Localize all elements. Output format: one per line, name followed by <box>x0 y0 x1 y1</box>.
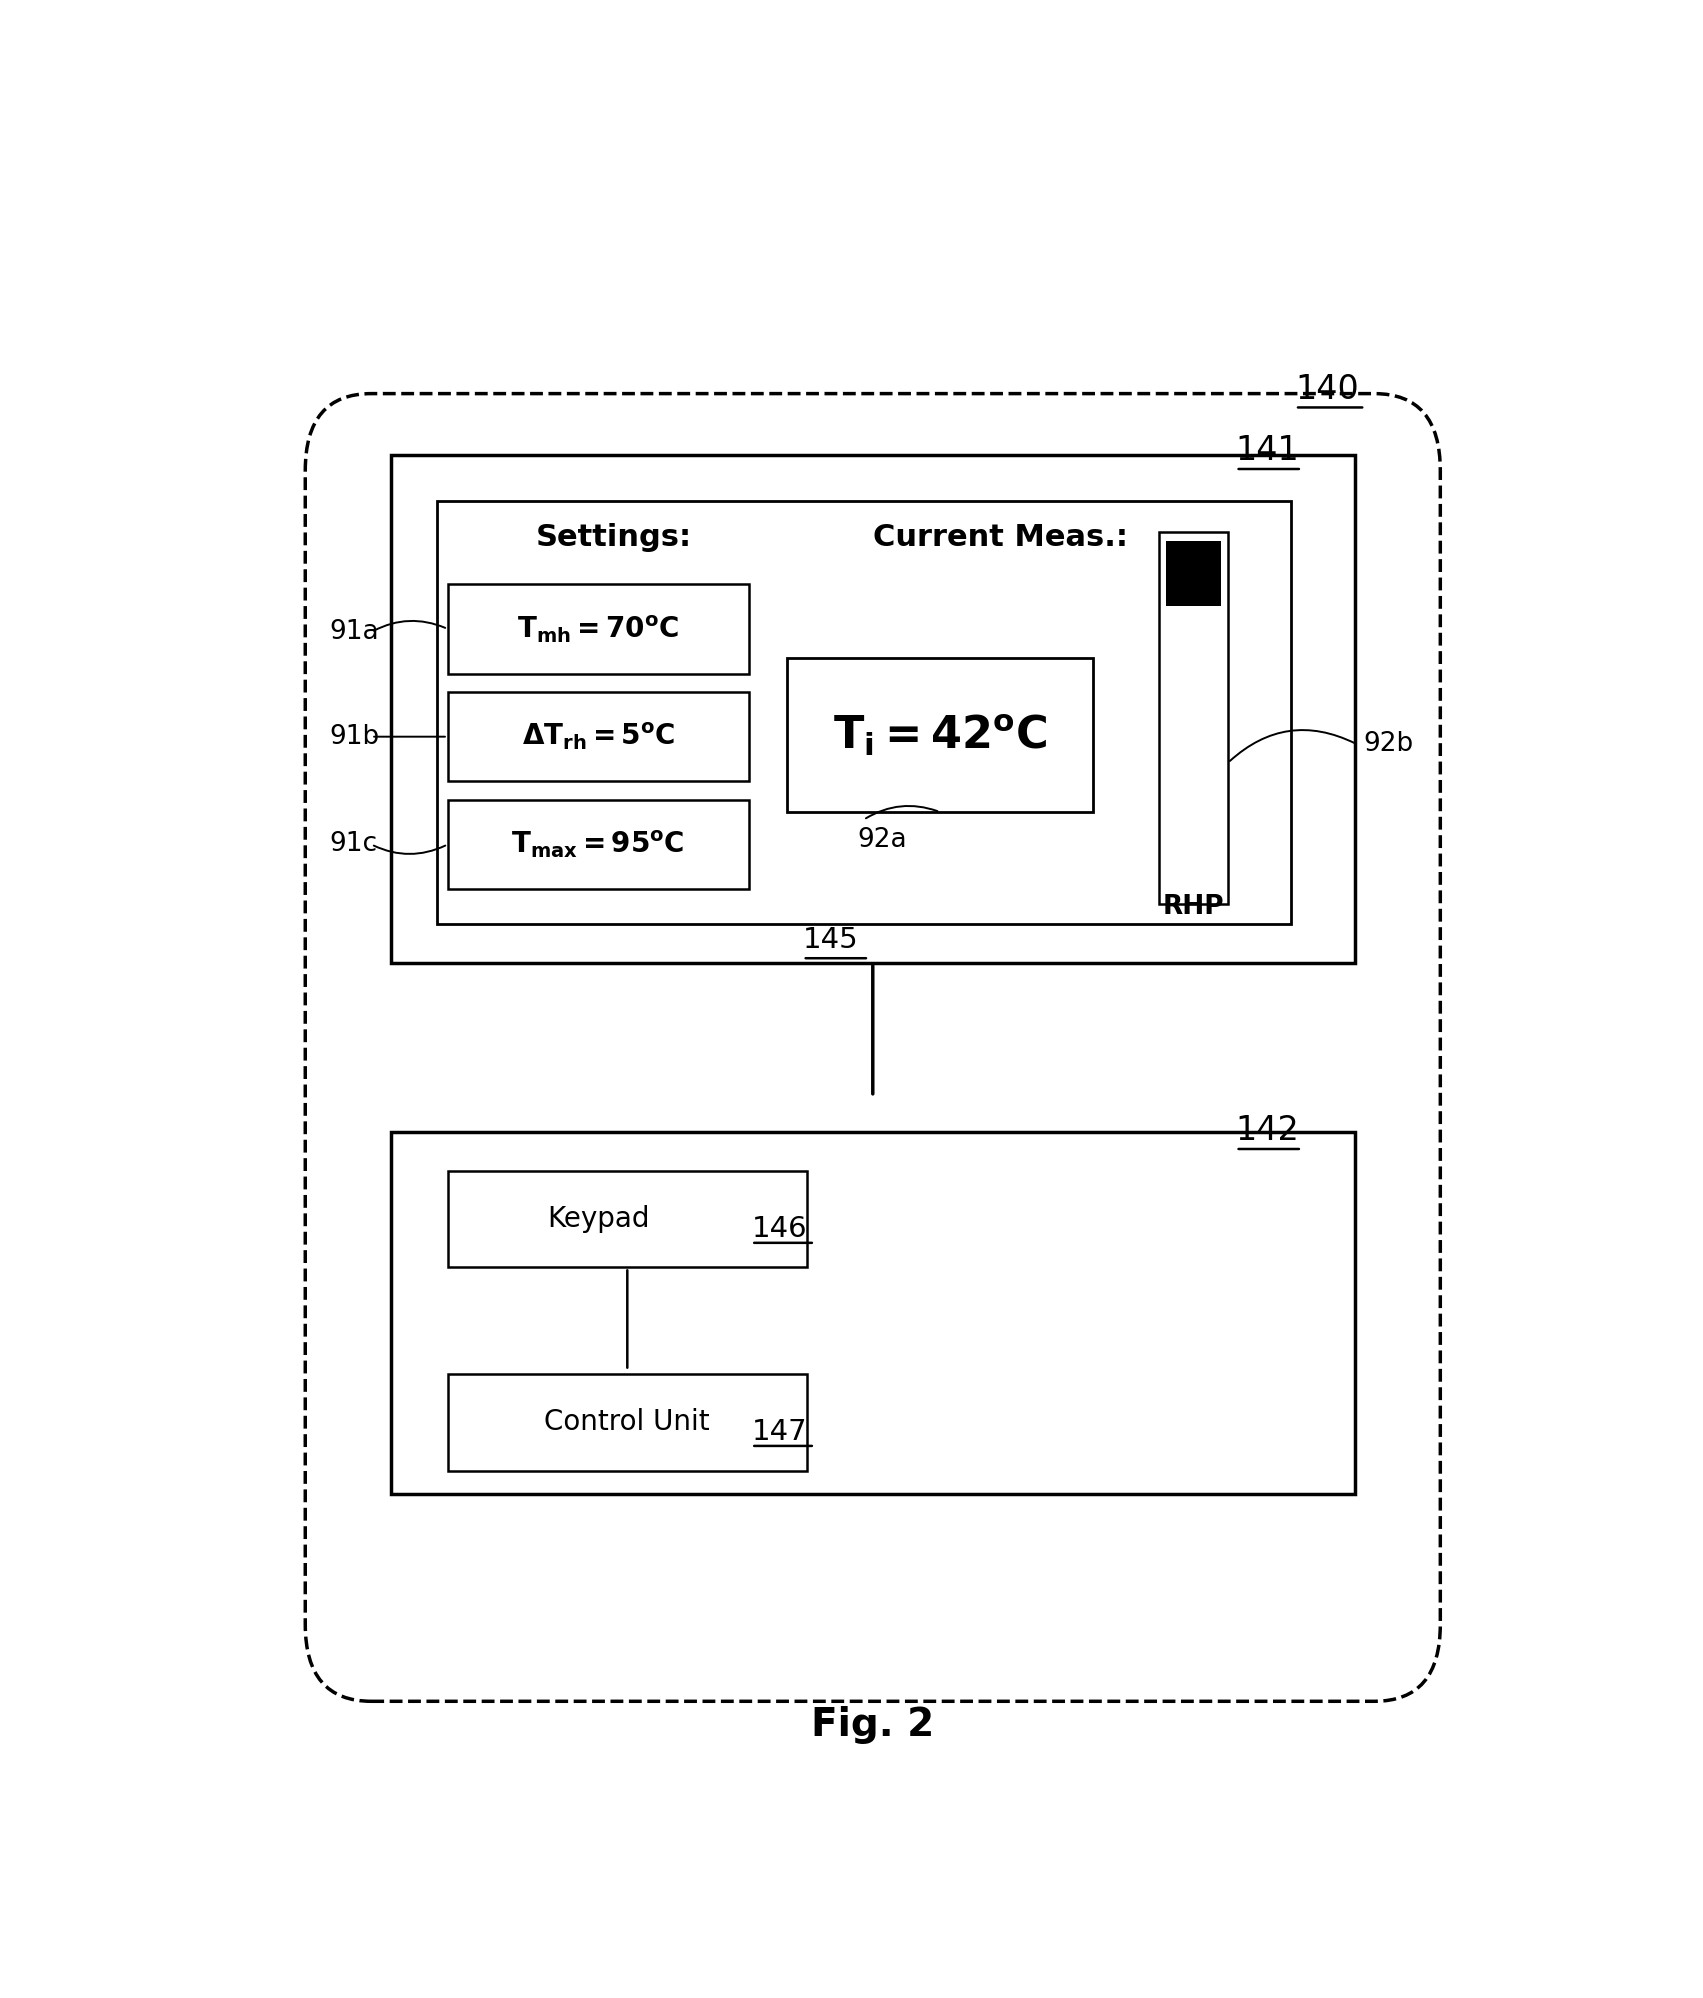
Bar <box>1160 531 1228 905</box>
Text: 147: 147 <box>751 1419 807 1447</box>
Text: 146: 146 <box>751 1215 807 1243</box>
Text: $\mathbf{T_i=42^oC}$: $\mathbf{T_i=42^oC}$ <box>833 713 1047 757</box>
Text: 91c: 91c <box>329 831 376 857</box>
Bar <box>392 1133 1354 1495</box>
Text: 91b: 91b <box>329 723 380 749</box>
Text: Control Unit: Control Unit <box>545 1409 710 1437</box>
Text: $\mathbf{T_{max}=95^oC}$: $\mathbf{T_{max}=95^oC}$ <box>511 829 685 859</box>
Text: 142: 142 <box>1236 1115 1299 1147</box>
Text: 91a: 91a <box>329 619 378 645</box>
Text: 141: 141 <box>1236 434 1299 468</box>
Bar <box>787 657 1093 811</box>
Bar <box>1167 541 1221 605</box>
Bar <box>448 691 749 781</box>
Text: 92a: 92a <box>857 827 906 853</box>
Bar <box>448 1171 807 1267</box>
Text: RHP: RHP <box>1163 893 1224 919</box>
Bar <box>448 1373 807 1471</box>
Bar <box>448 583 749 673</box>
Text: $\mathbf{T_{mh}=70^oC}$: $\mathbf{T_{mh}=70^oC}$ <box>518 613 679 645</box>
Bar <box>448 799 749 889</box>
Text: Fig. 2: Fig. 2 <box>811 1706 935 1744</box>
Text: $\mathbf{\Delta T_{rh}=5^oC}$: $\mathbf{\Delta T_{rh}=5^oC}$ <box>521 721 674 753</box>
Bar <box>438 501 1291 925</box>
Text: 92b: 92b <box>1364 731 1413 757</box>
Bar <box>392 456 1354 963</box>
Text: Current Meas.:: Current Meas.: <box>872 523 1127 551</box>
Text: 140: 140 <box>1294 374 1359 406</box>
Text: Settings:: Settings: <box>536 523 693 551</box>
Text: Keypad: Keypad <box>547 1205 651 1233</box>
Text: 145: 145 <box>802 925 858 953</box>
